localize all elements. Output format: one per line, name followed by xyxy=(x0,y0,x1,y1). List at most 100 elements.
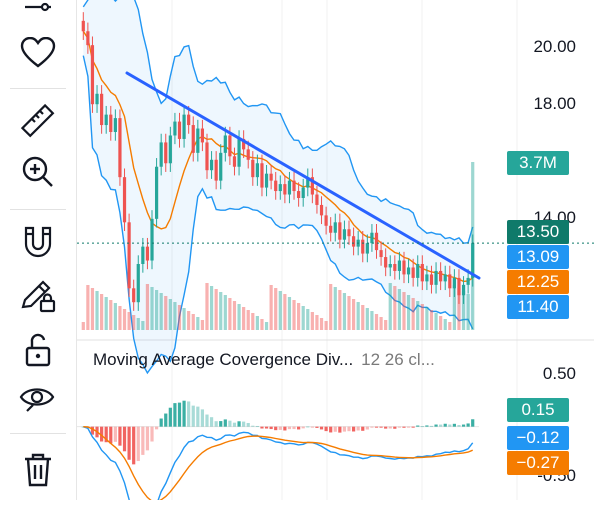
volume-bar xyxy=(452,285,456,330)
bollinger-band-fill xyxy=(83,0,473,373)
candle-body xyxy=(109,114,113,132)
candle-body xyxy=(443,274,447,282)
candle-body xyxy=(200,128,205,143)
price-tick-20: 20.00 xyxy=(533,37,576,56)
macd-histogram-bar xyxy=(338,426,342,433)
macd-signal-badge: −0.27 xyxy=(507,451,569,475)
measure-ruler-icon[interactable] xyxy=(14,101,62,141)
candle-body xyxy=(361,239,365,254)
macd-histogram-bar xyxy=(132,426,136,465)
candle-body xyxy=(306,177,310,188)
macd-histogram-bar xyxy=(384,426,388,429)
macd-tick-050: 0.50 xyxy=(542,364,576,383)
volume-bar xyxy=(402,292,406,330)
volume-bar xyxy=(177,305,182,330)
unlock-icon[interactable] xyxy=(14,330,62,370)
trash-icon[interactable] xyxy=(14,450,62,490)
zoom-in-icon[interactable] xyxy=(14,152,62,192)
volume-bar xyxy=(113,303,117,330)
volume-bar xyxy=(429,310,434,330)
volume-bar xyxy=(237,304,241,330)
volume-bar xyxy=(297,303,301,330)
candle-body xyxy=(315,194,319,205)
candle-body xyxy=(168,135,172,164)
volume-bar xyxy=(100,294,104,330)
volume-bar xyxy=(310,312,314,330)
candle-body xyxy=(145,246,150,261)
candle-body xyxy=(260,163,264,188)
macd-histogram-bar xyxy=(306,426,310,428)
volume-bar xyxy=(232,301,237,330)
volume-bar xyxy=(159,293,163,330)
price-tick-18: 18.00 xyxy=(533,94,576,113)
volume-bar xyxy=(388,283,392,330)
favorites-heart-icon[interactable] xyxy=(14,33,62,73)
volume-bar xyxy=(416,301,420,330)
volume-bar xyxy=(269,285,273,330)
volume-bar xyxy=(292,300,296,330)
candle-body xyxy=(269,173,273,181)
ma-badge: 12.25 xyxy=(507,270,569,294)
candle-body xyxy=(196,128,200,153)
macd-histogram-bar xyxy=(329,426,333,433)
macd-histogram-bar xyxy=(283,426,287,431)
macd-params: 12 26 cl... xyxy=(361,350,435,369)
macd-histogram-bar xyxy=(443,423,447,427)
candle-body xyxy=(319,204,324,216)
volume-bar xyxy=(461,291,466,330)
candle-body xyxy=(81,20,85,32)
macd-histogram-bar xyxy=(187,401,191,427)
last-price-badge: 13.50 xyxy=(507,220,569,244)
candle-body xyxy=(242,138,246,150)
macd-histogram-bar xyxy=(315,426,319,428)
candle-body xyxy=(457,277,461,296)
volume-bar xyxy=(223,295,227,330)
macd-title[interactable]: Moving Average Covergence Div... 12 26 cl… xyxy=(93,350,435,370)
candle-body xyxy=(420,264,424,282)
macd-histogram-bar xyxy=(411,426,415,428)
macd-histogram-bar xyxy=(113,426,117,442)
bollinger-upper-line xyxy=(82,0,474,244)
candle-body xyxy=(173,121,177,136)
macd-histogram-bar xyxy=(434,424,438,427)
magnet-icon[interactable] xyxy=(14,222,62,262)
candle-body xyxy=(448,274,452,289)
macd-histogram-bar xyxy=(333,426,337,432)
volume-bar xyxy=(393,286,397,330)
macd-histogram-bar xyxy=(182,400,186,427)
chart-canvas[interactable] xyxy=(77,0,594,505)
volume-bar xyxy=(196,317,200,330)
macd-histogram-bar xyxy=(310,426,314,428)
indicators-icon[interactable] xyxy=(14,0,62,22)
candle-body xyxy=(164,142,168,164)
candle-body xyxy=(104,114,108,126)
volume-bar xyxy=(214,289,218,330)
candle-body xyxy=(406,267,411,275)
macd-histogram-bar xyxy=(452,423,456,427)
volume-bar xyxy=(434,313,438,330)
volume-bar xyxy=(347,296,351,330)
candle-body xyxy=(159,142,163,167)
volume-bar xyxy=(173,302,177,330)
candle-body xyxy=(127,222,131,289)
macd-histogram-bar xyxy=(109,426,113,444)
volume-bar xyxy=(466,294,470,330)
chart-area[interactable] xyxy=(77,0,594,505)
volume-bar xyxy=(342,293,347,330)
volume-bar xyxy=(118,306,122,330)
candle-body xyxy=(182,114,186,139)
macd-histogram-bar xyxy=(255,425,259,427)
macd-histogram-bar xyxy=(168,407,172,427)
macd-histogram-bar xyxy=(356,426,360,431)
candle-body xyxy=(292,180,296,192)
candle-body xyxy=(177,121,182,139)
drawing-lock-pencil-icon[interactable] xyxy=(14,275,62,315)
macd-histogram-bar xyxy=(269,426,273,430)
candle-body xyxy=(100,93,104,126)
macd-histogram-bar xyxy=(205,414,209,427)
candle-body xyxy=(374,232,379,251)
candle-body xyxy=(205,142,209,171)
hide-eye-icon[interactable] xyxy=(14,380,62,420)
candle-body xyxy=(255,163,259,178)
macd-histogram-bar xyxy=(425,425,429,427)
